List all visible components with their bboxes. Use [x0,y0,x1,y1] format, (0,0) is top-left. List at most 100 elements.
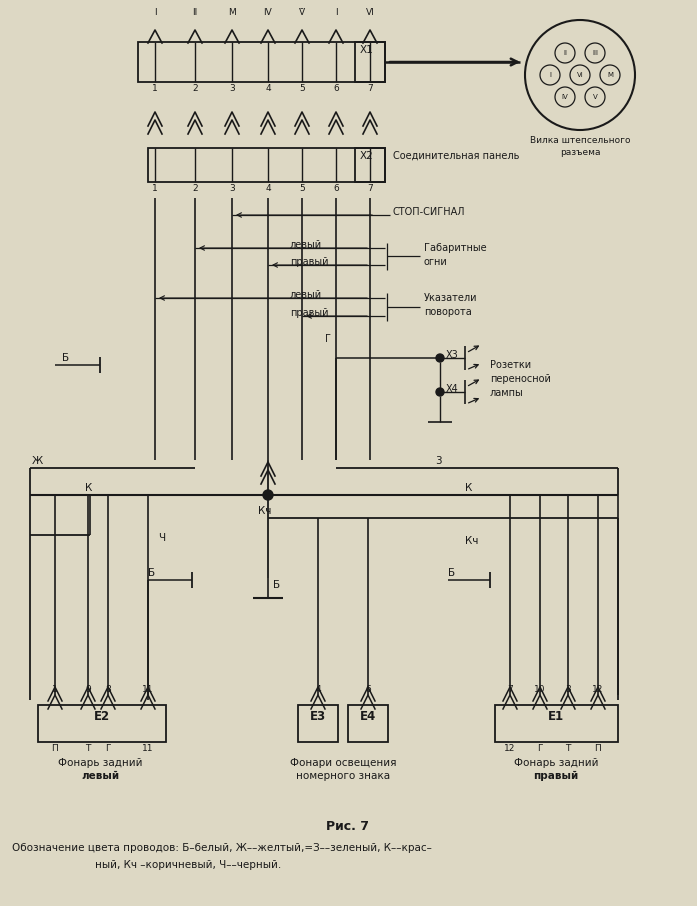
Text: 1: 1 [152,184,158,193]
Text: Б: Б [148,568,155,578]
Text: M: M [607,72,613,78]
Text: Е4: Е4 [360,710,376,723]
Bar [138,42,385,82]
Text: Е2: Е2 [94,710,110,723]
Text: 5: 5 [299,184,305,193]
Text: Вилка штепсельного: Вилка штепсельного [530,136,630,145]
Bar [38,705,166,742]
Text: M: M [228,8,236,17]
Text: Ж: Ж [32,456,43,466]
Text: I: I [153,8,156,17]
Text: правый: правый [290,257,328,267]
Text: левый: левый [290,290,322,300]
Text: Б: Б [273,580,280,590]
Text: Габаритные: Габаритные [424,243,487,253]
Text: 7: 7 [367,84,373,93]
Text: 1: 1 [52,685,58,694]
Text: К: К [465,483,473,493]
Bar [148,148,385,182]
Text: 3: 3 [435,456,442,466]
Text: 4: 4 [265,184,271,193]
Text: II: II [563,50,567,56]
Text: Обозначение цвета проводов: Б–белый, Ж––желтый,=З––зеленый, К––крас–: Обозначение цвета проводов: Б–белый, Ж––… [12,843,432,853]
Text: I: I [335,8,337,17]
Text: 9: 9 [85,685,91,694]
Text: 11: 11 [142,744,154,753]
Circle shape [263,490,273,500]
Text: 3: 3 [565,685,571,694]
Text: СТОП-СИГНАЛ: СТОП-СИГНАЛ [393,207,466,217]
Bar [495,705,618,742]
Text: 11: 11 [142,685,154,694]
Bar [348,705,388,742]
Text: Розетки: Розетки [490,360,531,370]
Bar [298,705,338,742]
Text: Ч: Ч [158,533,165,543]
Text: огни: огни [424,257,447,267]
Bar [355,148,385,182]
Text: V: V [592,94,597,100]
Text: Т: Т [85,744,91,753]
Text: левый: левый [81,771,119,781]
Text: X3: X3 [446,350,459,360]
Text: 5: 5 [299,84,305,93]
Text: VI: VI [366,8,374,17]
Text: 2: 2 [192,84,198,93]
Text: Указатели: Указатели [424,293,477,303]
Text: X2: X2 [360,151,374,161]
Text: правый: правый [533,771,579,781]
Text: Соединительная панель: Соединительная панель [393,151,519,161]
Text: Е1: Е1 [548,710,564,723]
Text: 6: 6 [333,184,339,193]
Text: Фонарь задний: Фонарь задний [514,758,598,768]
Text: Е3: Е3 [310,710,326,723]
Text: правый: правый [290,308,328,318]
Circle shape [436,388,444,396]
Text: 3: 3 [229,84,235,93]
Text: Рис. 7: Рис. 7 [326,820,369,833]
Text: разъема: разъема [560,148,600,157]
Text: левый: левый [290,240,322,250]
Text: II: II [192,8,198,17]
Text: переносной: переносной [490,374,551,384]
Text: 4: 4 [315,685,321,694]
Text: Б: Б [448,568,455,578]
Text: поворота: поворота [424,307,472,317]
Text: Г: Г [105,744,111,753]
Text: I: I [549,72,551,78]
Text: ный, Кч –коричневый, Ч––черный.: ный, Кч –коричневый, Ч––черный. [95,860,282,870]
Text: К: К [85,483,92,493]
Text: IV: IV [562,94,568,100]
Text: IV: IV [263,8,273,17]
Text: 3: 3 [229,184,235,193]
Text: Кч: Кч [465,536,478,546]
Text: Б: Б [62,353,69,363]
Text: П: П [595,744,602,753]
Text: 12: 12 [505,744,516,753]
Text: 10: 10 [534,685,546,694]
Text: 4: 4 [265,84,271,93]
Text: X4: X4 [446,384,459,394]
Text: Фонари освещения: Фонари освещения [290,758,397,768]
Text: Кч: Кч [258,506,271,516]
Text: Фонарь задний: Фонарь задний [58,758,142,768]
Text: лампы: лампы [490,388,523,398]
Text: VI: VI [576,72,583,78]
Bar [355,42,385,82]
Text: Г: Г [537,744,543,753]
Text: П: П [52,744,59,753]
Text: 6: 6 [333,84,339,93]
Text: III: III [592,50,598,56]
Text: Т: Т [565,744,571,753]
Text: Г: Г [325,334,331,344]
Text: номерного знака: номерного знака [296,771,390,781]
Text: 12: 12 [592,685,604,694]
Text: V̄: V̄ [299,8,305,17]
Text: 7: 7 [507,685,513,694]
Text: X1: X1 [360,45,374,55]
Text: 6: 6 [365,685,371,694]
Text: 7: 7 [367,184,373,193]
Text: 8: 8 [105,685,111,694]
Text: 2: 2 [192,184,198,193]
Circle shape [436,354,444,362]
